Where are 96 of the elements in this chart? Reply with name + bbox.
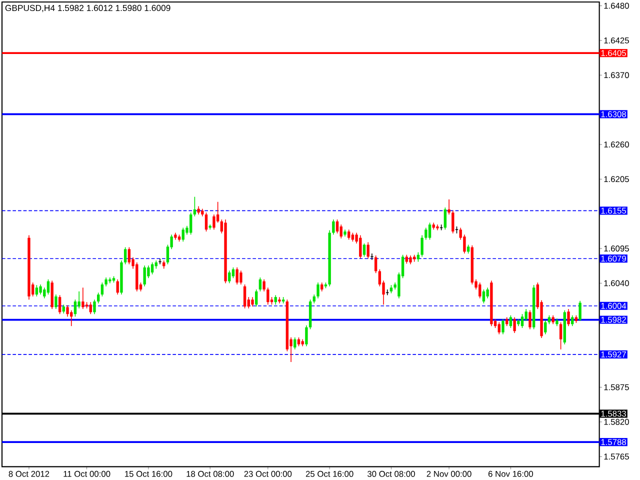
- chart-title: GBPUSD,H4 1.5982 1.6012 1.5980 1.6009: [5, 4, 170, 12]
- candlestick: [124, 246, 127, 265]
- candlestick: [262, 279, 266, 292]
- ref-line-label: 1.6079: [601, 256, 626, 262]
- x-tick-label: 8 Oct 2012: [8, 470, 50, 477]
- candlestick: [212, 214, 216, 230]
- candlestick: [478, 282, 482, 299]
- ref-line-label: 1.6405: [601, 50, 626, 56]
- y-tick-label: 1.5875: [604, 384, 629, 390]
- candlestick: [70, 310, 73, 326]
- candlestick: [150, 262, 154, 275]
- candlestick: [128, 246, 131, 265]
- candlestick: [182, 227, 184, 242]
- candlestick: [54, 294, 58, 310]
- x-tick-label: 6 Nov 16:00: [488, 470, 534, 477]
- candlestick: [571, 314, 574, 326]
- candlestick: [89, 302, 92, 314]
- candlestick: [544, 320, 547, 335]
- ref-line-label: 1.6308: [601, 111, 626, 118]
- candlestick: [424, 227, 428, 240]
- candlestick: [143, 265, 146, 287]
- candlestick: [359, 234, 362, 260]
- y-tick-label: 1.6425: [604, 37, 629, 44]
- candlestick: [193, 196, 196, 217]
- candlestick: [255, 289, 258, 307]
- y-tick-label: 1.5820: [604, 418, 629, 425]
- candlestick: [498, 322, 500, 335]
- candlestick: [336, 219, 339, 234]
- candlestick: [116, 279, 119, 295]
- candlestick: [236, 267, 238, 285]
- candlestick: [559, 322, 562, 350]
- candlestick: [347, 229, 350, 240]
- candlestick: [243, 284, 246, 309]
- candlestick: [266, 287, 270, 306]
- ref-line-label: 1.6155: [601, 208, 626, 214]
- candlestick: [216, 201, 220, 224]
- candlestick: [251, 296, 254, 307]
- candlestick: [420, 234, 424, 258]
- ref-line-label: 1.5927: [601, 351, 626, 358]
- candlestick: [66, 304, 69, 318]
- candlestick: [204, 212, 208, 232]
- y-tick-label: 1.6260: [604, 142, 629, 148]
- y-tick-label: 1.6040: [604, 280, 629, 286]
- x-tick-label: 23 Oct 00:00: [244, 470, 292, 477]
- candlestick: [332, 219, 335, 236]
- candlestick: [567, 308, 570, 326]
- candlestick: [46, 279, 50, 295]
- candlestick: [482, 289, 486, 304]
- candlestick: [340, 224, 342, 239]
- candlestick: [509, 314, 512, 328]
- candlestick: [448, 198, 450, 215]
- candlestick: [74, 299, 77, 318]
- ref-line-label: 1.6004: [601, 302, 626, 309]
- candlestick: [513, 316, 516, 334]
- candlestick: [82, 287, 84, 310]
- candlestick: [316, 282, 320, 299]
- candlestick: [58, 294, 62, 314]
- candlestick: [444, 207, 447, 230]
- ref-line-label: 1.5982: [601, 316, 626, 323]
- candlestick: [366, 242, 370, 260]
- candlestick: [520, 314, 524, 328]
- candlestick: [232, 267, 235, 279]
- ref-line-label: 1.5833: [601, 410, 626, 417]
- candlestick: [278, 296, 281, 304]
- candlestick: [528, 310, 532, 330]
- candlestick: [274, 294, 277, 306]
- candlestick: [189, 212, 192, 236]
- y-tick-label: 1.6205: [604, 176, 629, 182]
- y-tick-label: 1.6370: [604, 72, 629, 78]
- x-tick-label: 18 Oct 08:00: [186, 470, 234, 477]
- candlestick: [502, 318, 504, 335]
- y-tick-label: 1.6480: [604, 2, 629, 9]
- candlestick: [374, 255, 378, 274]
- x-tick-label: 25 Oct 16:00: [306, 470, 354, 477]
- x-tick-label: 15 Oct 16:00: [125, 470, 172, 477]
- candlestick: [100, 282, 104, 297]
- y-tick-label: 1.5765: [604, 454, 629, 460]
- candlestick: [228, 270, 231, 284]
- candlestick: [362, 243, 366, 258]
- x-tick-label: 2 Nov 00:00: [426, 470, 472, 477]
- candlestick: [305, 325, 308, 347]
- candlestick: [258, 277, 262, 292]
- candlestick: [93, 299, 96, 314]
- candlestick: [486, 287, 489, 299]
- candlestick: [97, 292, 100, 304]
- candlestick: [294, 337, 296, 350]
- x-tick-label: 30 Oct 08:00: [367, 470, 415, 477]
- candlestick: [240, 270, 242, 285]
- candlestick: [452, 210, 454, 234]
- candlestick: [578, 300, 582, 322]
- candlestick: [428, 222, 432, 240]
- candlestick: [35, 284, 38, 297]
- y-tick-label: 1.6095: [604, 246, 629, 252]
- x-tick-label: 11 Oct 00:00: [64, 470, 110, 477]
- ref-line-label: 1.5788: [601, 439, 626, 446]
- candlestick: [39, 284, 42, 295]
